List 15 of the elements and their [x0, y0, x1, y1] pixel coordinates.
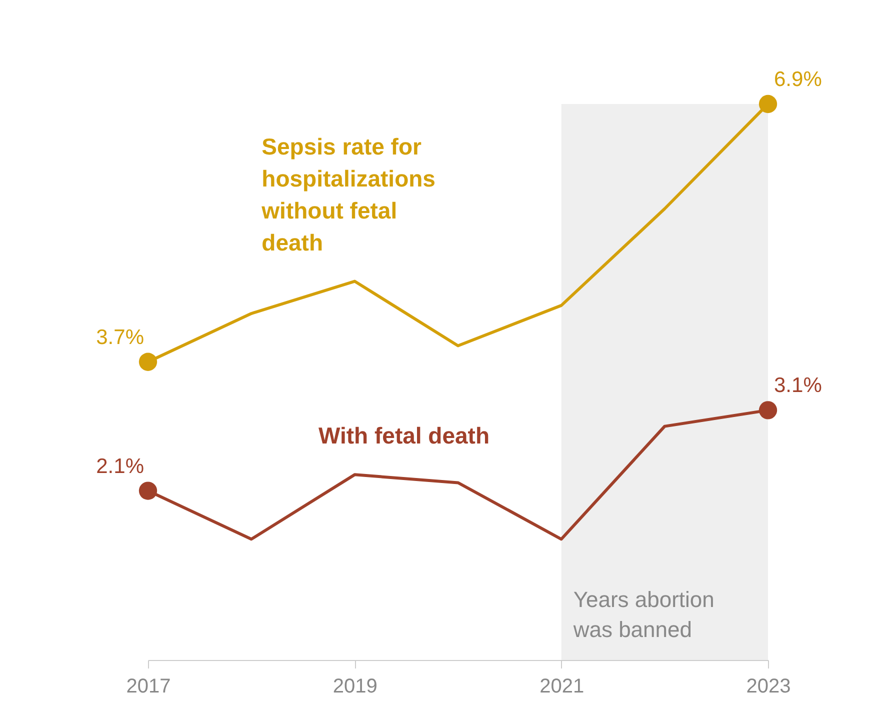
data-label: 6.9%: [774, 68, 822, 91]
band-label: Years abortion was banned: [572, 587, 714, 642]
point: [758, 94, 778, 114]
x-tick-label: 2021: [540, 676, 584, 698]
point: [138, 352, 158, 371]
x-tick-label: 2019: [332, 676, 378, 698]
data-label: 3.7%: [96, 326, 144, 349]
data-label: 3.1%: [774, 374, 822, 398]
series-label: With fetal death: [318, 422, 490, 449]
point: [138, 482, 158, 500]
x-tick-label: 2023: [746, 676, 791, 698]
x-tick-label: 2017: [126, 676, 171, 698]
text: Sepsis rate for hospitalizations without fetal death: [260, 133, 436, 256]
data-label: 2.1%: [96, 454, 144, 478]
point: [758, 401, 778, 420]
